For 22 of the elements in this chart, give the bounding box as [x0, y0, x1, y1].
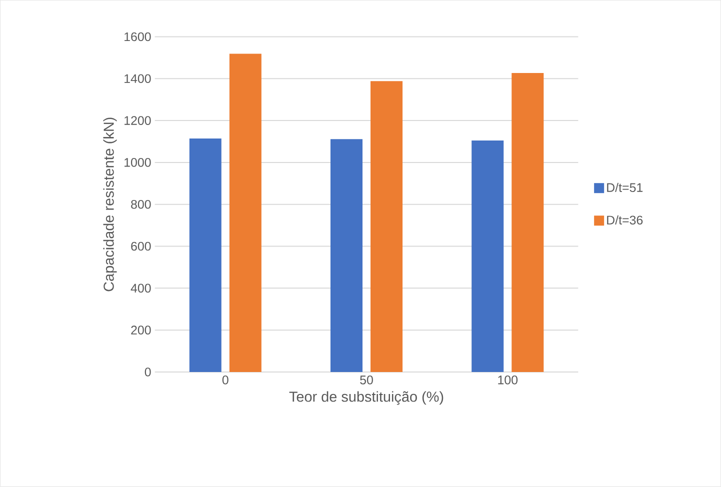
- bar: [330, 139, 363, 372]
- y-tick-label: 1200: [124, 116, 151, 126]
- x-axis-title: Teor de substituição (%): [289, 391, 444, 405]
- bar: [472, 140, 504, 372]
- y-tick-label: 200: [131, 326, 151, 335]
- x-tick-label: 0: [222, 376, 228, 384]
- y-tick-label: 400: [130, 284, 151, 293]
- y-tick-label: 800: [131, 200, 151, 209]
- bar: [189, 138, 222, 372]
- y-tick-label: 600: [131, 242, 151, 251]
- legend-label: D/t=36: [607, 215, 643, 225]
- y-tick-label: 1400: [124, 74, 151, 84]
- bar: [512, 73, 544, 372]
- x-tick-label: 50: [360, 376, 373, 384]
- y-tick-label: 1600: [124, 32, 151, 42]
- bar: [370, 81, 403, 372]
- x-tick-label: 100: [498, 376, 518, 384]
- bar: [229, 54, 262, 372]
- y-tick-label: 1000: [124, 158, 151, 167]
- y-axis-title: Capacidade resistente (kN): [103, 118, 117, 292]
- legend-label: D/t=51: [607, 182, 643, 192]
- y-tick-label: 0: [144, 368, 151, 377]
